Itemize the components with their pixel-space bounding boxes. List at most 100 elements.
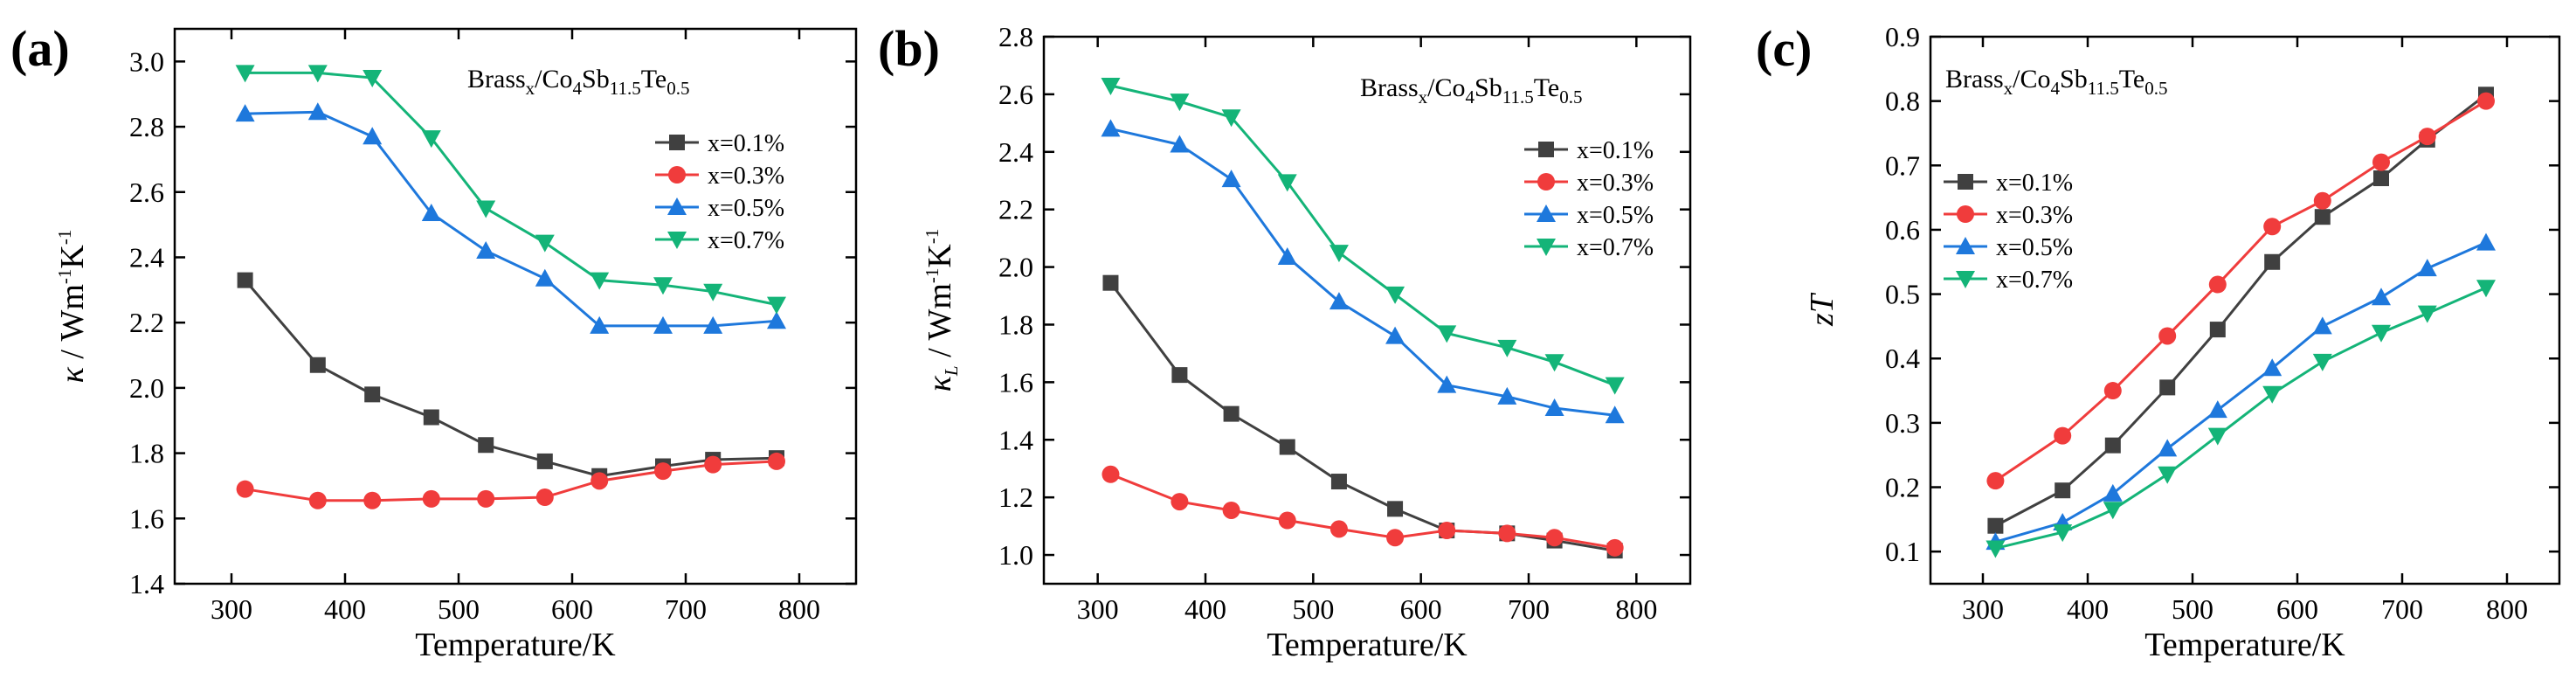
annotation-subscript: x <box>2004 78 2013 99</box>
y-tick-label: 0.9 <box>1885 21 1920 52</box>
data-point <box>237 272 253 288</box>
annotation-part: Te <box>2119 65 2145 94</box>
data-point <box>590 315 610 334</box>
y-tick-label: 1.6 <box>129 502 164 534</box>
data-point <box>2103 382 2122 400</box>
data-point <box>2209 322 2226 338</box>
data-point <box>703 315 723 334</box>
data-point <box>1497 339 1517 357</box>
y-tick-label: 1.4 <box>998 424 1033 455</box>
data-point <box>423 409 439 426</box>
legend-label: x=0.7% <box>708 227 784 254</box>
data-point <box>2103 502 2123 520</box>
y-axis-unit-exponent: -1 <box>922 229 943 245</box>
series-x03 <box>236 452 785 509</box>
y-tick-label: 0.4 <box>1885 343 1920 374</box>
series-x03 <box>1102 465 1624 557</box>
data-point <box>1101 78 1121 96</box>
x-tick-label: 800 <box>1615 593 1657 625</box>
data-point <box>2158 466 2178 484</box>
y-axis-title: κL / Wm-1K-1 <box>922 229 962 392</box>
y-tick-label: 2.2 <box>129 307 164 338</box>
y-axis-unit: / Wm <box>54 284 91 367</box>
data-point <box>1223 405 1240 422</box>
data-point <box>768 452 785 470</box>
y-axis-symbol-subscript: L <box>941 365 962 377</box>
data-point <box>1329 245 1349 263</box>
data-point <box>1544 398 1564 417</box>
data-point <box>1278 511 1296 530</box>
data-point <box>2053 524 2073 543</box>
y-axis-unit-exponent: -1 <box>54 230 75 246</box>
legend-marker <box>1956 237 1975 254</box>
legend-label: x=0.5% <box>1996 234 2073 261</box>
legend-label: x=0.3% <box>708 163 784 190</box>
data-point <box>363 127 383 145</box>
series-x03 <box>1986 92 2495 490</box>
x-axis-title: Temperature/K <box>2144 627 2345 663</box>
data-point <box>653 315 673 334</box>
x-axis-title: Temperature/K <box>415 627 616 663</box>
y-tick-label: 2.2 <box>998 194 1033 225</box>
y-tick-label: 1.0 <box>998 539 1033 571</box>
series-x07 <box>235 65 786 315</box>
y-tick-label: 0.6 <box>1885 214 1920 246</box>
series-line <box>1110 127 1615 417</box>
legend-label: x=0.3% <box>1577 170 1654 197</box>
data-point <box>2372 288 2391 306</box>
x-tick-label: 800 <box>2486 593 2528 625</box>
y-tick-label: 2.6 <box>998 79 1033 110</box>
data-point <box>653 277 673 295</box>
y-tick-label: 0.1 <box>1885 536 1920 567</box>
legend-entry: x=0.1% <box>1524 137 1654 164</box>
data-point <box>535 268 555 287</box>
data-point <box>2104 437 2121 454</box>
legend-entry: x=0.7% <box>1524 234 1654 261</box>
data-point <box>1987 517 2004 534</box>
y-axis-unit-exponent: -1 <box>922 268 943 284</box>
data-point <box>1606 538 1624 557</box>
data-point <box>1386 529 1405 547</box>
legend-entry: x=0.7% <box>1944 267 2073 294</box>
legend-marker <box>669 135 685 150</box>
annotation-subscript: 11.5 <box>2088 78 2119 99</box>
series-line <box>245 71 777 307</box>
series-line <box>245 110 777 328</box>
data-point <box>704 455 722 474</box>
data-point <box>1170 135 1190 153</box>
data-point <box>767 296 786 315</box>
legend-label: x=0.3% <box>1996 202 2073 229</box>
data-point <box>309 357 326 373</box>
y-axis-unit-k: K <box>54 245 91 269</box>
data-point <box>1986 472 2005 490</box>
data-point <box>421 130 441 149</box>
data-point <box>2262 385 2282 404</box>
annotation-part: Sb <box>582 65 610 94</box>
x-tick-label: 600 <box>2276 593 2318 625</box>
plot-frame <box>1042 35 1692 585</box>
data-point <box>2372 153 2390 171</box>
data-point <box>2476 280 2496 298</box>
data-point <box>235 65 255 83</box>
legend-label: x=0.7% <box>1996 267 2073 294</box>
data-point <box>476 200 496 218</box>
y-tick-label: 1.2 <box>998 482 1033 513</box>
data-point <box>2476 232 2496 251</box>
y-tick-label: 3.0 <box>129 45 164 77</box>
y-tick-label: 0.5 <box>1885 279 1920 310</box>
series-x01 <box>1987 87 2494 534</box>
plot-frame <box>173 27 858 585</box>
annotation-subscript: x <box>526 78 535 99</box>
y-tick-label: 2.8 <box>129 111 164 142</box>
series-line <box>245 460 777 502</box>
data-point <box>2103 483 2123 502</box>
legend-marker <box>1958 174 1973 190</box>
y-axis-title: zT <box>1804 292 1840 327</box>
data-point <box>1438 522 1456 540</box>
composition-annotation: Brassx/Co4Sb11.5Te0.5 <box>467 65 690 99</box>
data-point <box>2477 92 2495 110</box>
y-tick-label: 0.7 <box>1885 149 1920 181</box>
series-x07 <box>1986 280 2496 558</box>
x-tick-label: 800 <box>778 593 820 625</box>
